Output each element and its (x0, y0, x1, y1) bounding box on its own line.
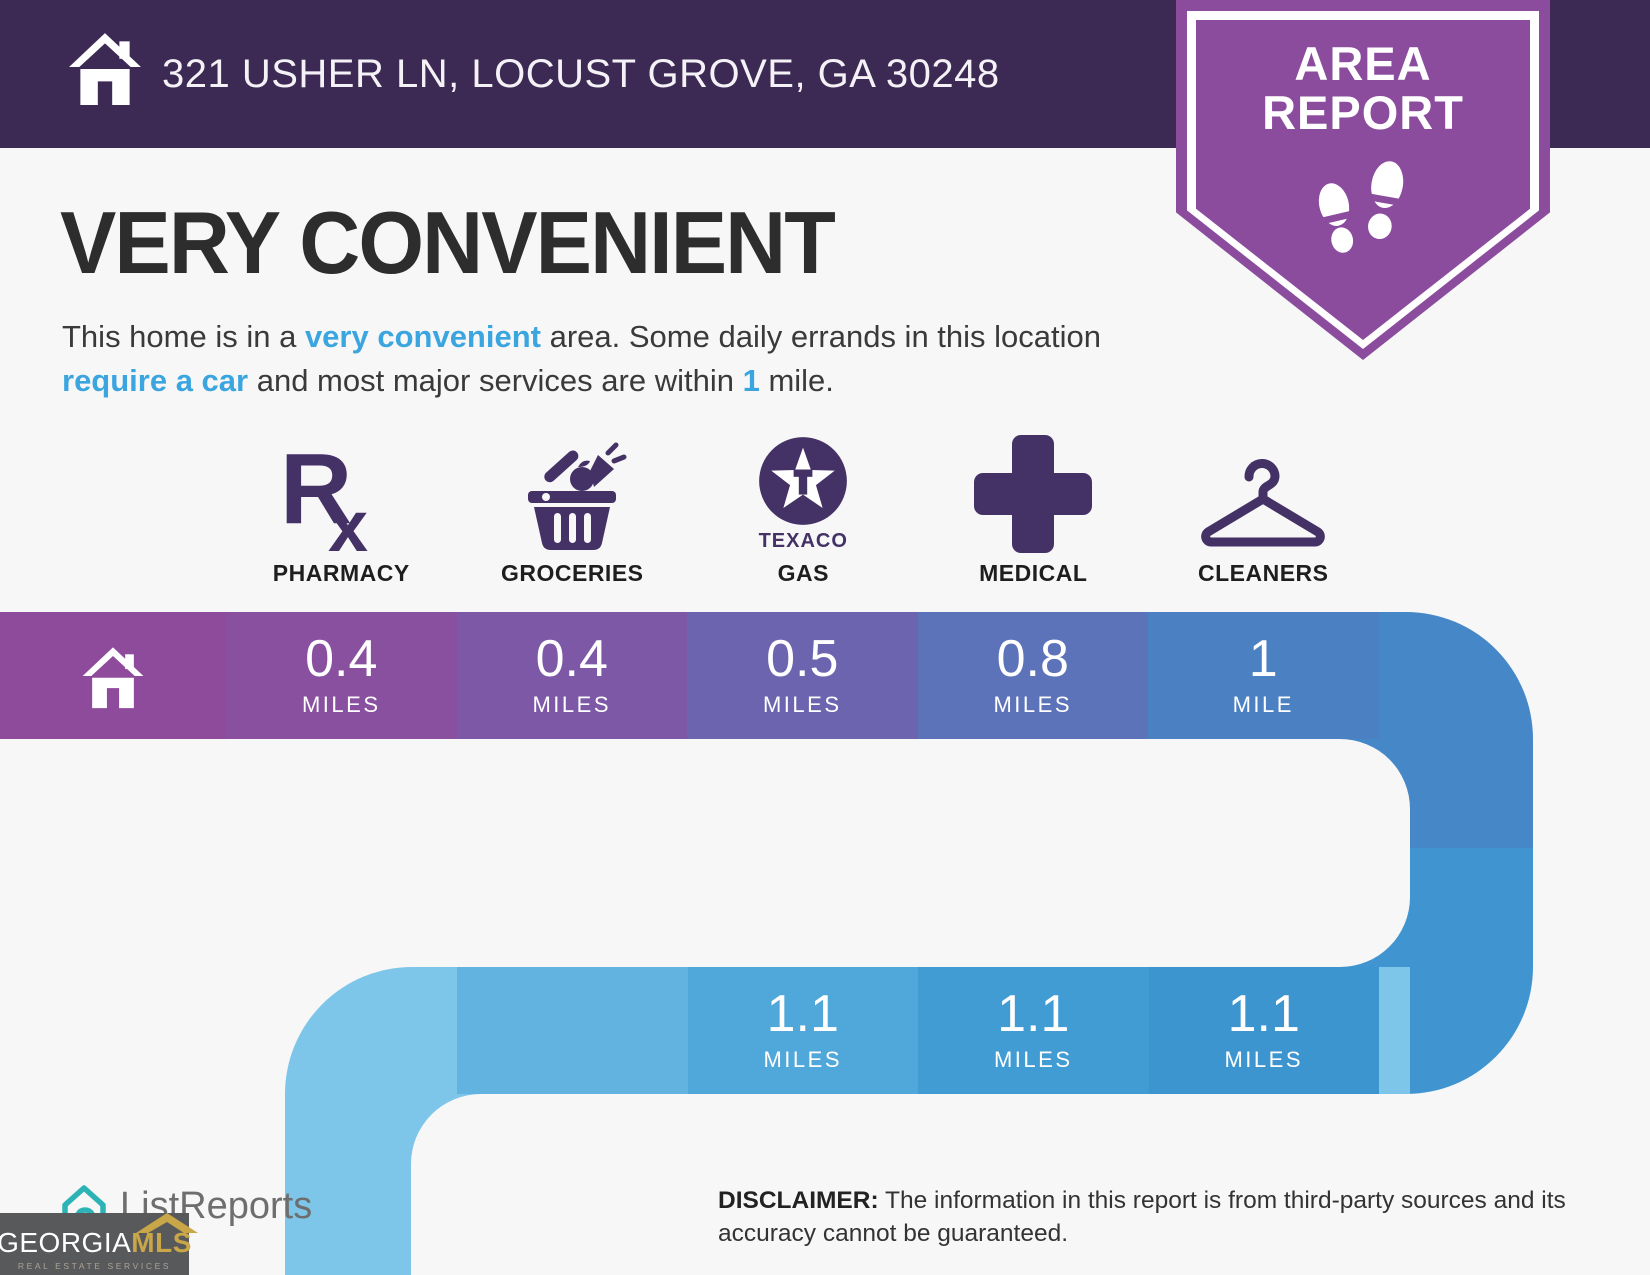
intro-text: This home is in a (62, 319, 305, 354)
mls-roof-icon (135, 1213, 198, 1233)
disclaimer-body: The information in this report is from t… (718, 1187, 1566, 1248)
georgia-mls-logo: GEORGIA MLS REAL ESTATE SERVICES (0, 1213, 198, 1275)
disclaimer-label: DISCLAIMER: (718, 1187, 879, 1214)
distance-value: 0.5 (766, 630, 839, 688)
home-icon (82, 646, 144, 708)
band-home-cell (0, 612, 226, 739)
band-inner-gap-top (0, 739, 1410, 967)
distance-cell-pharmacy: 0.4 MILES (226, 612, 457, 739)
footprints-icon (1318, 161, 1404, 253)
distance-cell-medical: 0.8 MILES (917, 612, 1148, 739)
page-title: VERY CONVENIENT (60, 193, 836, 292)
intro-text: mile. (759, 363, 834, 399)
label-medical: MEDICAL (979, 560, 1088, 586)
texaco-gas-icon: TEXACO (688, 420, 919, 553)
label-cleaners: CLEANERS (1197, 560, 1329, 586)
intro-highlight-1: 1 (742, 363, 760, 399)
hanger-icon (1148, 420, 1379, 553)
disclaimer-text: DISCLAIMER: The information in this repo… (718, 1184, 1598, 1251)
area-report-badge: AREA REPORT (1176, 0, 1550, 360)
medical-cross-icon (918, 420, 1149, 553)
distance-value: 1 (1248, 630, 1278, 688)
distance-value: 0.4 (535, 630, 608, 688)
distance-value: 1.1 (1227, 985, 1300, 1043)
distance-value: 0.8 (996, 630, 1069, 688)
distance-unit: MILES (1224, 1047, 1304, 1072)
distance-unit: MILE (1232, 692, 1294, 717)
rx-letter-x: x (328, 487, 368, 553)
distance-band-row2: 1.1 MILES 1.1 MILES 1.1 MILES (457, 967, 1379, 1094)
distance-unit: MILES (762, 692, 842, 717)
distance-value: 0.4 (305, 630, 378, 688)
intro-highlight-require-a-car: require a car (62, 363, 249, 399)
distance-cell-gym: 1.1 MILES (1148, 967, 1379, 1094)
home-icon (66, 28, 144, 106)
distance-band-row1: 0.4 MILES 0.4 MILES 0.5 MILES 0.8 MILES … (0, 612, 1379, 739)
label-groceries: GROCERIES (500, 560, 644, 586)
distance-value: 1.1 (766, 985, 839, 1043)
distance-cell-groceries: 0.4 MILES (456, 612, 687, 739)
texaco-brand-text: TEXACO (758, 530, 848, 552)
distance-cell-coffee: 1.1 MILES (918, 967, 1149, 1094)
label-pharmacy: PHARMACY (272, 560, 410, 586)
intro-highlight-very-convenient: very convenient (304, 319, 541, 354)
band-filler-cell (457, 967, 688, 1094)
distance-cell-gas: 0.5 MILES (687, 612, 918, 739)
label-gas: GAS (777, 560, 829, 586)
mls-name-georgia: GEORGIA (0, 1227, 132, 1258)
distance-unit: MILES (993, 692, 1073, 717)
intro-text: and most major services are within (248, 363, 743, 399)
property-address: 321 USHER LN, LOCUST GROVE, GA 30248 (162, 51, 1000, 96)
mls-tagline: REAL ESTATE SERVICES (17, 1261, 172, 1271)
distance-cell-atm: 1.1 MILES (687, 967, 918, 1094)
badge-line2: REPORT (1262, 85, 1464, 139)
rx-letter-r: R (280, 435, 352, 545)
distance-value: 1.1 (997, 985, 1070, 1043)
grocery-basket-icon (457, 420, 688, 553)
mls-name-mls: MLS (131, 1227, 192, 1258)
distance-unit: MILES (301, 692, 381, 717)
badge-line1: AREA (1294, 37, 1432, 90)
band-inner-gap-bottom (411, 1094, 1650, 1275)
distance-cell-cleaners: 1 MILE (1148, 612, 1379, 739)
rx-icon: R x (226, 420, 457, 553)
intro-paragraph: This home is in a very convenient area. … (62, 315, 1107, 403)
distance-unit: MILES (993, 1047, 1073, 1072)
distance-unit: MILES (763, 1047, 843, 1072)
distance-unit: MILES (532, 692, 612, 717)
intro-text: area. Some daily errands in this locatio… (540, 319, 1101, 354)
